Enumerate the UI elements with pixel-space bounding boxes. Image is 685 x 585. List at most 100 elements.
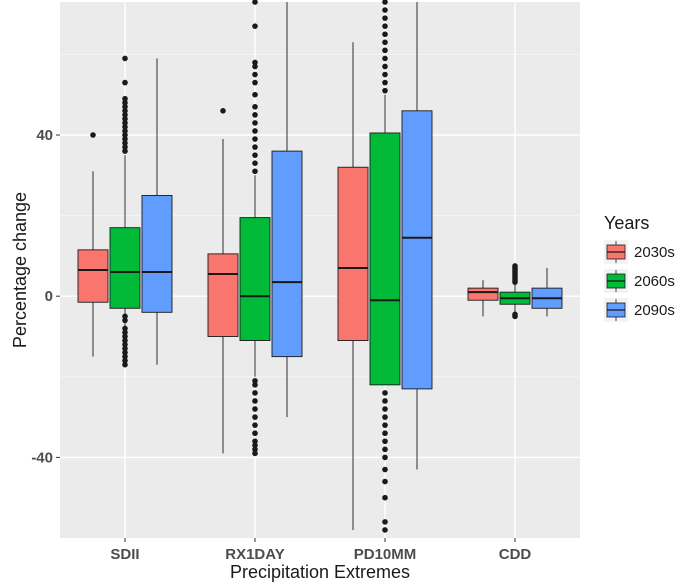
legend-items: 2030s 2060s 2090s <box>604 240 675 322</box>
outlier-point <box>252 390 258 396</box>
outlier-point <box>252 144 258 150</box>
outlier-point <box>252 91 258 98</box>
box-cdd-2060s <box>499 263 531 320</box>
iqr-box <box>77 249 109 303</box>
outlier-point <box>122 144 128 150</box>
outlier-point <box>252 442 258 449</box>
outlier-point <box>220 108 226 114</box>
box-pd10mm-2090s <box>401 2 433 470</box>
outlier-point <box>382 15 388 21</box>
outlier-point <box>252 438 258 445</box>
outlier-point <box>252 398 258 404</box>
x-tick-label-cdd: CDD <box>499 546 532 563</box>
outlier-point <box>382 79 388 86</box>
outlier-point <box>252 136 258 142</box>
outlier-point <box>252 103 258 110</box>
outlier-point <box>382 390 388 396</box>
outlier-point <box>122 112 128 118</box>
outlier-point <box>252 446 258 453</box>
x-axis-ticks: SDII RX1DAY PD10MM CDD <box>110 538 531 563</box>
outlier-point <box>382 494 388 501</box>
outlier-point <box>382 422 388 428</box>
outlier-point <box>122 329 128 336</box>
box-cdd-2090s <box>531 267 563 317</box>
outlier-point <box>252 430 258 437</box>
outlier-point <box>382 0 388 5</box>
outlier-point <box>122 128 128 134</box>
outlier-point <box>122 55 128 62</box>
legend: Years 2030s 2060s 2090s <box>604 213 675 322</box>
outlier-point <box>122 357 128 364</box>
box-rx1day-2030s <box>207 108 239 454</box>
y-tick-label: 0 <box>45 288 53 305</box>
outlier-point <box>122 95 128 102</box>
outlier-point <box>122 103 128 110</box>
x-tick-label-rx1day: RX1DAY <box>225 546 284 563</box>
outlier-point <box>122 132 128 138</box>
iqr-box <box>141 194 173 313</box>
x-axis-title: Precipitation Extremes <box>230 562 410 582</box>
iqr-box <box>271 150 303 358</box>
x-tick-label-sdii: SDII <box>110 546 139 563</box>
outlier-point <box>382 39 388 46</box>
outlier-point <box>122 120 128 126</box>
box-rx1day-2060s <box>239 0 271 457</box>
outlier-point <box>382 23 388 29</box>
y-axis-title: Percentage change <box>10 192 30 348</box>
outlier-point <box>252 128 258 134</box>
legend-item-2090s: 2090s <box>604 298 675 322</box>
outlier-point <box>252 120 258 126</box>
outlier-point <box>252 79 258 86</box>
iqr-box <box>337 166 369 341</box>
outlier-point <box>252 160 258 167</box>
outlier-point <box>122 361 128 368</box>
box-pd10mm-2030s <box>337 42 369 530</box>
iqr-box <box>369 132 401 386</box>
outlier-point <box>122 148 128 154</box>
outlier-point <box>252 168 258 175</box>
outlier-point <box>122 341 128 348</box>
outlier-point <box>252 378 258 384</box>
outlier-point <box>252 422 258 428</box>
outlier-point <box>252 71 258 78</box>
x-tick-label-pd10mm: PD10MM <box>354 546 417 563</box>
y-tick-label: -40 <box>31 449 53 466</box>
iqr-box <box>401 110 433 390</box>
outlier-point <box>382 63 388 70</box>
legend-item-2030s: 2030s <box>604 240 675 264</box>
outlier-point <box>512 263 518 269</box>
legend-label: 2090s <box>634 302 675 319</box>
outlier-point <box>122 345 128 352</box>
outlier-point <box>382 406 388 412</box>
outlier-point <box>382 31 388 38</box>
legend-title: Years <box>604 213 649 233</box>
outlier-point <box>122 337 128 344</box>
outlier-point <box>90 132 96 138</box>
outlier-point <box>122 116 128 122</box>
outlier-point <box>382 519 388 525</box>
outlier-point <box>382 478 388 485</box>
outlier-point <box>122 333 128 340</box>
outlier-point <box>382 438 388 445</box>
outlier-point <box>252 152 258 158</box>
outlier-point <box>252 450 258 457</box>
iqr-box <box>467 287 499 301</box>
outlier-point <box>382 87 388 94</box>
legend-label: 2060s <box>634 273 675 290</box>
outlier-point <box>382 47 388 54</box>
outlier-point <box>382 454 388 461</box>
outlier-point <box>252 382 258 388</box>
outlier-point <box>382 466 388 473</box>
box-sdii-2090s <box>141 58 173 365</box>
legend-label: 2030s <box>634 244 675 261</box>
outlier-point <box>122 136 128 142</box>
outlier-point <box>382 446 388 453</box>
outlier-point <box>382 430 388 437</box>
y-tick-label: 40 <box>36 127 53 144</box>
outlier-point <box>252 112 258 118</box>
outlier-point <box>122 325 128 332</box>
outlier-point <box>122 140 128 146</box>
outlier-point <box>382 7 388 13</box>
box-sdii-2060s <box>109 55 141 368</box>
y-axis-ticks: -40 0 40 <box>31 127 60 466</box>
